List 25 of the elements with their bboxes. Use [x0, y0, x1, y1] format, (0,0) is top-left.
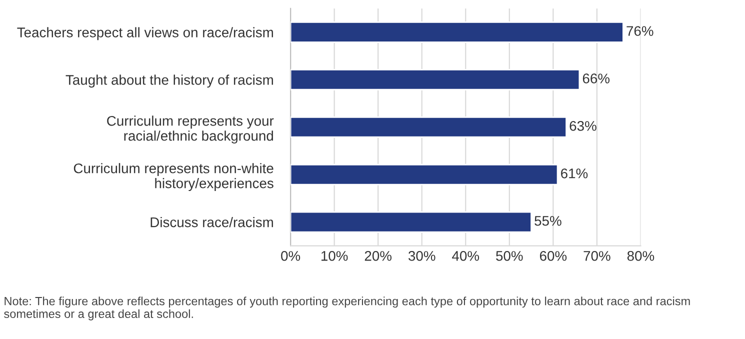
data-label: 61%: [561, 168, 588, 178]
x-tick-label: 40%: [452, 251, 480, 261]
x-tick-label: 10%: [321, 251, 348, 261]
x-tick-label: 70%: [584, 251, 610, 261]
data-label: 63%: [570, 121, 596, 131]
data-label: 55%: [534, 216, 562, 226]
text: Note: The figure above reflects percentages of youth reporting experiencing each type of opportunity to learn about race and racism sometimes or a great deal at school.: [4, 296, 690, 320]
bar: [290, 22, 624, 43]
data-label: 76%: [626, 26, 654, 36]
y-tick-label: Teachers respect all views on race/racism: [17, 27, 273, 40]
x-tick-label: 80%: [627, 251, 654, 261]
x-tick-label: 60%: [540, 251, 567, 261]
y-tick-label: Curriculum represents non-white history/experiences: [74, 163, 274, 191]
bar: [290, 211, 532, 233]
y-tick-label: Taught about the history of racism: [66, 74, 273, 88]
bar: [290, 164, 558, 186]
x-tick-label: 50%: [496, 251, 523, 261]
bar: [290, 69, 580, 90]
bar: [290, 116, 567, 138]
x-tick-label: 20%: [364, 251, 392, 261]
y-tick-label: Discuss race/racism: [150, 217, 273, 228]
x-tick-label: 0%: [281, 251, 300, 261]
x-tick-label: 30%: [408, 251, 436, 261]
y-tick-label: Curriculum represents your racial/ethnic background: [107, 116, 274, 144]
data-label: 66%: [582, 74, 610, 84]
